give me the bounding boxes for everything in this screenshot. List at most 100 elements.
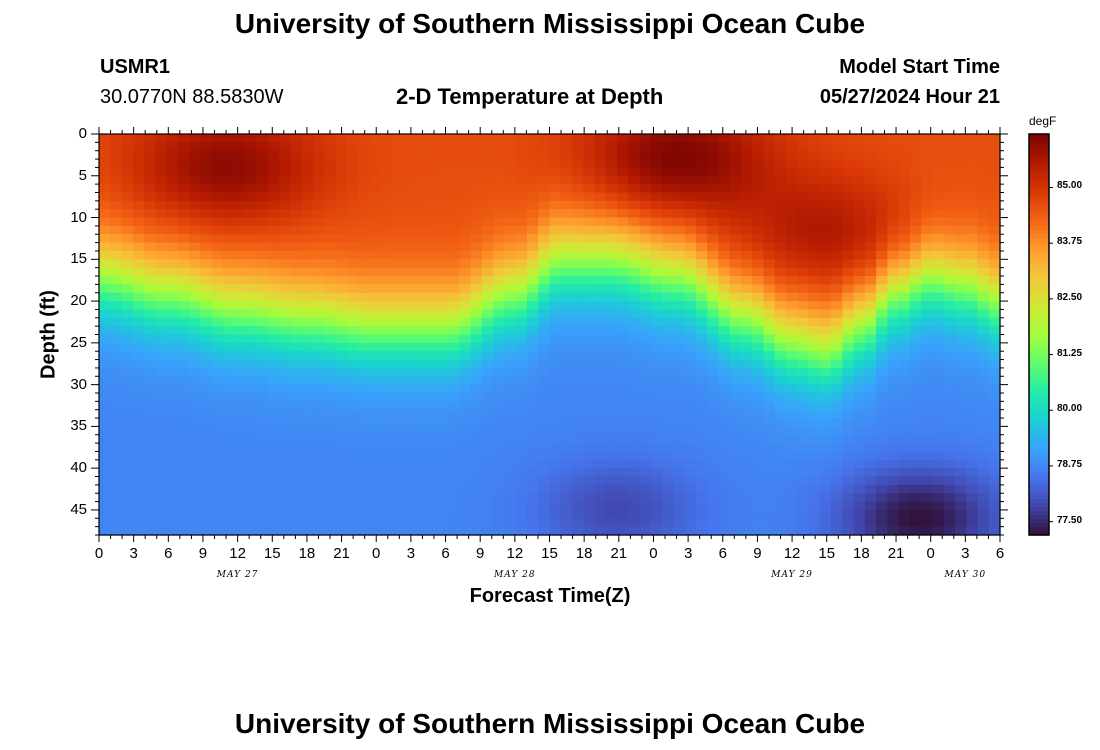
heatmap-cell [988, 459, 1001, 469]
heatmap-cell [99, 301, 111, 311]
heatmap-cell [718, 326, 731, 336]
heatmap-cell [842, 184, 855, 194]
heatmap-cell [380, 392, 393, 402]
heatmap-cell [481, 276, 494, 285]
heatmap-cell [932, 518, 945, 528]
heatmap-cell [234, 384, 247, 394]
heatmap-cell [853, 509, 866, 519]
heatmap-cell [572, 159, 584, 169]
heatmap-cell [921, 292, 934, 302]
heatmap-cell [335, 142, 348, 152]
heatmap-cell [211, 418, 224, 427]
heatmap-cell [718, 259, 731, 269]
heatmap-cell [729, 142, 742, 152]
heatmap-cell [200, 175, 213, 185]
heatmap-cell [346, 359, 359, 369]
heatmap-cell [786, 367, 798, 377]
heatmap-cell [752, 192, 765, 202]
heatmap-cell [954, 200, 967, 210]
heatmap-cell [279, 142, 292, 152]
heatmap-cell [200, 209, 213, 219]
heatmap-cell [110, 301, 123, 311]
heatmap-cell [346, 451, 359, 461]
heatmap-cell [414, 234, 427, 244]
heatmap-cell [786, 292, 798, 302]
heatmap-cell [605, 351, 618, 361]
heatmap-cell [921, 434, 934, 444]
heatmap-cell [99, 267, 111, 277]
heatmap-cell [335, 292, 348, 302]
heatmap-cell [425, 459, 438, 469]
heatmap-cell [403, 267, 415, 277]
heatmap-cell [650, 376, 663, 386]
heatmap-cell [290, 159, 303, 169]
heatmap-cell [718, 434, 731, 444]
heatmap-cell [290, 401, 303, 411]
heatmap-cell [538, 484, 551, 494]
heatmap-cell [819, 292, 832, 302]
heatmap-cell [876, 459, 888, 469]
heatmap-cell [560, 418, 573, 427]
heatmap-cell [279, 459, 292, 469]
heatmap-cell [864, 401, 877, 411]
heatmap-cell [290, 259, 303, 269]
heatmap-cell [549, 367, 562, 377]
colorbar-segment [1029, 298, 1049, 304]
heatmap-cell [921, 167, 934, 177]
heatmap-cell [256, 250, 269, 260]
heatmap-cell [864, 267, 877, 277]
heatmap-cell [921, 250, 934, 260]
heatmap-cell [189, 367, 201, 377]
heatmap-cell [909, 267, 922, 277]
heatmap-cell [898, 342, 911, 352]
heatmap-cell [121, 342, 134, 352]
heatmap-cell [189, 175, 201, 185]
heatmap-cell [988, 209, 1001, 219]
heatmap-cell [166, 392, 179, 402]
heatmap-cell [448, 250, 460, 260]
heatmap-cell [436, 184, 449, 194]
heatmap-cell [267, 309, 280, 319]
heatmap-cell [346, 342, 359, 352]
heatmap-cell [729, 359, 742, 369]
heatmap-cell [403, 426, 415, 436]
heatmap-cell [583, 451, 596, 461]
colorbar-segment [1029, 154, 1049, 159]
heatmap-cell [707, 301, 720, 311]
heatmap-cell [673, 392, 686, 402]
heatmap-cell [842, 242, 855, 252]
heatmap-cell [256, 200, 269, 210]
heatmap-cell [301, 150, 314, 160]
heatmap-cell [267, 434, 280, 444]
heatmap-cell [988, 359, 1001, 369]
heatmap-cell [887, 359, 900, 369]
colorbar-segment [1029, 466, 1049, 472]
heatmap-cell [774, 309, 787, 319]
heatmap-cell [470, 301, 483, 311]
heatmap-cell [673, 518, 686, 528]
heatmap-cell [245, 401, 258, 411]
heatmap-cell [740, 250, 753, 260]
heatmap-cell [391, 509, 404, 519]
heatmap-cell [99, 468, 111, 478]
heatmap-cell [954, 250, 967, 260]
heatmap-cell [256, 209, 269, 219]
heatmap-cell [538, 501, 551, 511]
heatmap-cell [279, 301, 292, 311]
heatmap-cell [155, 250, 168, 260]
colorbar-segment [1029, 518, 1049, 524]
y-tick-label: 45 [70, 500, 87, 518]
heatmap-cell [909, 526, 922, 536]
heatmap-cell [380, 468, 393, 478]
heatmap-cell [234, 401, 247, 411]
heatmap-cell [808, 209, 821, 219]
heatmap-cell [876, 451, 888, 461]
heatmap-cell [988, 367, 1001, 377]
heatmap-cell [954, 426, 967, 436]
heatmap-cell [887, 284, 900, 294]
heatmap-cell [267, 342, 280, 352]
heatmap-cell [729, 501, 742, 511]
heatmap-cell [617, 326, 629, 336]
heatmap-cell [977, 200, 990, 210]
heatmap-cell [436, 443, 449, 453]
